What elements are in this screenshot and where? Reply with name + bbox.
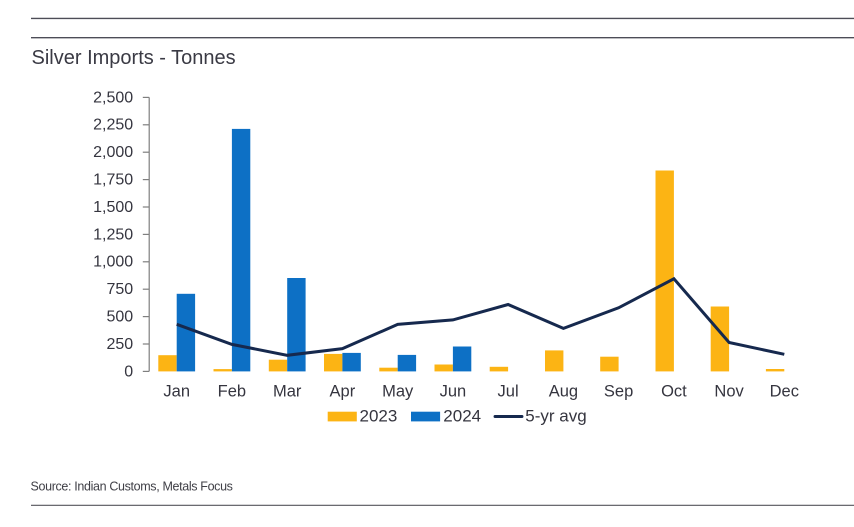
- svg-text:2,000: 2,000: [93, 144, 133, 161]
- svg-text:1,750: 1,750: [93, 172, 133, 189]
- svg-text:500: 500: [106, 309, 133, 326]
- svg-text:750: 750: [106, 281, 133, 298]
- svg-text:Nov: Nov: [714, 382, 744, 400]
- svg-text:Jun: Jun: [440, 382, 467, 400]
- svg-text:1,250: 1,250: [93, 226, 133, 243]
- svg-text:2023: 2023: [360, 406, 398, 425]
- svg-text:Jul: Jul: [498, 382, 519, 400]
- svg-text:Source: Indian Customs, Metals: Source: Indian Customs, Metals Focus: [31, 480, 233, 494]
- svg-text:Oct: Oct: [661, 382, 687, 400]
- svg-text:5-yr avg: 5-yr avg: [525, 406, 586, 425]
- svg-text:Feb: Feb: [218, 382, 246, 400]
- svg-text:Dec: Dec: [770, 382, 799, 400]
- svg-text:Aug: Aug: [549, 382, 578, 400]
- svg-text:0: 0: [124, 363, 133, 380]
- svg-text:250: 250: [106, 336, 133, 353]
- svg-text:2,250: 2,250: [93, 117, 133, 134]
- svg-text:Apr: Apr: [330, 382, 356, 400]
- svg-text:Sep: Sep: [604, 382, 633, 400]
- svg-text:2,500: 2,500: [93, 89, 133, 106]
- svg-text:Silver Imports - Tonnes: Silver Imports - Tonnes: [32, 47, 236, 69]
- svg-text:Jan: Jan: [163, 382, 190, 400]
- svg-text:May: May: [382, 382, 414, 400]
- svg-text:Mar: Mar: [273, 382, 302, 400]
- svg-text:2024: 2024: [443, 406, 481, 425]
- svg-text:1,500: 1,500: [93, 199, 133, 216]
- svg-text:1,000: 1,000: [93, 254, 133, 271]
